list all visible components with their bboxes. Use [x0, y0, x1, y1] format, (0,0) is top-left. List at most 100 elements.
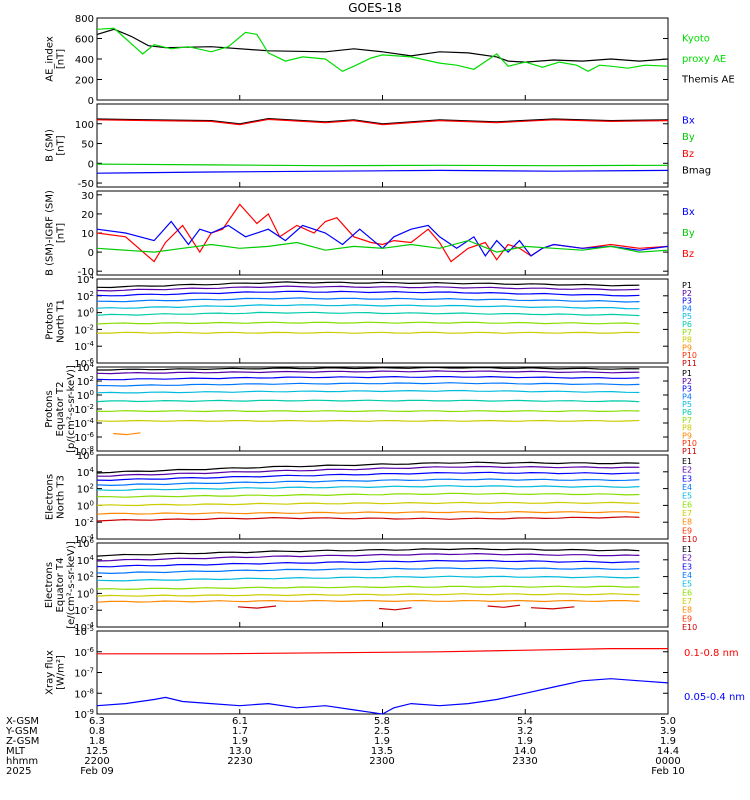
y-axis-label: Electrons	[44, 562, 55, 608]
panel-pn: 104 102 100 10-2 10-4 10-6 Protons North T1 P1P2…	[45, 273, 698, 370]
y-axis-label: Equator T2	[55, 382, 66, 437]
y-axis-label: Protons	[45, 302, 56, 339]
legend-entry: E6	[682, 500, 692, 509]
plot-title: GOES-18	[348, 1, 402, 15]
series-p6	[96, 399, 640, 403]
legend-entry: Bz	[682, 149, 694, 160]
legend-entry: By	[682, 132, 695, 143]
series-e8	[96, 510, 640, 515]
legend-entry: P2	[682, 377, 692, 386]
series-e1	[96, 461, 640, 474]
legend-entry: P10	[682, 351, 697, 360]
y-tick-label: 600	[75, 35, 94, 46]
y-tick-label: 10-8	[74, 445, 94, 458]
legend-entry: Bx	[682, 207, 695, 218]
orbit-row-label: MLT	[6, 746, 26, 757]
series-bx	[96, 169, 669, 174]
series-e6	[96, 585, 640, 590]
legend-entry: P6	[682, 408, 692, 417]
series-e9	[237, 605, 277, 609]
y-axis-label: [nT]	[56, 49, 67, 69]
legend-entry: P5	[682, 400, 692, 409]
orbit-value: 2300	[369, 756, 394, 767]
y-tick-label: 10-4	[74, 417, 94, 430]
series-0-1-0-8-nm	[97, 647, 668, 655]
series-e5	[96, 485, 640, 491]
series-p8	[97, 331, 640, 334]
orbit-value: 0.8	[89, 726, 105, 737]
legend-entry: Bx	[682, 116, 695, 127]
legend-entry: E2	[682, 466, 692, 475]
legend-entry: E7	[682, 509, 692, 518]
panel-bigrf: -10 0 10 20 30 B (SM)-IGRF (SM) [nT] Bx By Bz	[45, 190, 695, 278]
series-p5	[96, 304, 640, 310]
legend-entry: E4	[682, 571, 692, 580]
series-e4	[96, 567, 640, 575]
panel-ee: 106 104 102 100 10-2 10-4 Electrons Equator T4[…	[44, 537, 697, 634]
series-p7	[96, 410, 640, 413]
series-e5	[96, 575, 640, 582]
legend-entry: P11	[682, 447, 697, 456]
y-tick-label: 10-2	[74, 403, 94, 416]
y-tick-label: 10-9	[74, 708, 94, 721]
legend-entry: P3	[682, 385, 692, 394]
legend-entry: By	[682, 228, 695, 239]
y-tick-label: 400	[75, 55, 94, 66]
legend-entry: P6	[682, 320, 692, 329]
orbit-value: 5.0	[660, 716, 676, 727]
orbit-row-label: 2025	[6, 766, 31, 777]
legend-entry: P9	[682, 343, 692, 352]
legend-entry: E5	[682, 492, 692, 501]
legend-entry: E7	[682, 597, 692, 606]
y-tick-label: 10-7	[74, 667, 94, 680]
orbit-value: 14.0	[514, 746, 536, 757]
y-tick-label: 30	[81, 191, 94, 202]
y-tick-label: 10-2	[74, 323, 94, 336]
y-tick-label: 10-6	[74, 431, 94, 444]
series-p4	[96, 382, 640, 387]
orbit-value: 12.5	[86, 746, 108, 757]
series-p7	[96, 321, 640, 325]
y-tick-label: 106	[77, 449, 95, 462]
legend-entry: P10	[682, 439, 697, 448]
legend-entry: E1	[682, 545, 692, 554]
y-axis-label: Xray flux	[45, 650, 56, 695]
series-themis-ae	[96, 28, 669, 63]
legend-entry: E10	[682, 623, 697, 632]
orbit-value: Feb 10	[651, 766, 685, 777]
orbit-value: 5.4	[517, 716, 533, 727]
y-tick-label: 10-8	[74, 687, 94, 700]
y-tick-label: 10-6	[74, 646, 94, 659]
series-kyoto-proxy-ae	[96, 27, 669, 72]
series-bz	[96, 203, 669, 263]
series-p9	[113, 432, 141, 436]
orbit-value: 2330	[512, 756, 537, 767]
series-e4	[96, 478, 640, 487]
orbit-value: 1.9	[517, 736, 533, 747]
y-tick-label: 102	[77, 571, 94, 584]
orbit-value: 1.9	[374, 736, 390, 747]
series-by	[96, 163, 669, 167]
legend-entry: P8	[682, 424, 692, 433]
y-axis-label: [nT]	[56, 223, 67, 243]
series-p8	[96, 419, 640, 422]
y-tick-label: 100	[77, 389, 94, 402]
orbit-value: 2.5	[374, 726, 390, 737]
y-tick-label: 0	[88, 96, 94, 107]
legend-entry: E4	[682, 483, 692, 492]
y-axis-label: [W/m²]	[56, 655, 67, 690]
series-p1	[96, 281, 640, 289]
series-e7	[96, 593, 640, 597]
y-axis-label: North T1	[56, 299, 67, 343]
orbit-row-label: hhmm	[6, 756, 38, 767]
series-p2	[96, 285, 640, 292]
legend-entry: P7	[682, 416, 692, 425]
y-axis-label: AE_index	[45, 36, 56, 82]
y-tick-label: 0	[88, 248, 94, 259]
legend-entry: E3	[682, 562, 692, 571]
y-tick-label: 100	[75, 120, 94, 131]
legend-entry: E6	[682, 588, 692, 597]
y-axis-label: B (SM)	[45, 129, 56, 162]
